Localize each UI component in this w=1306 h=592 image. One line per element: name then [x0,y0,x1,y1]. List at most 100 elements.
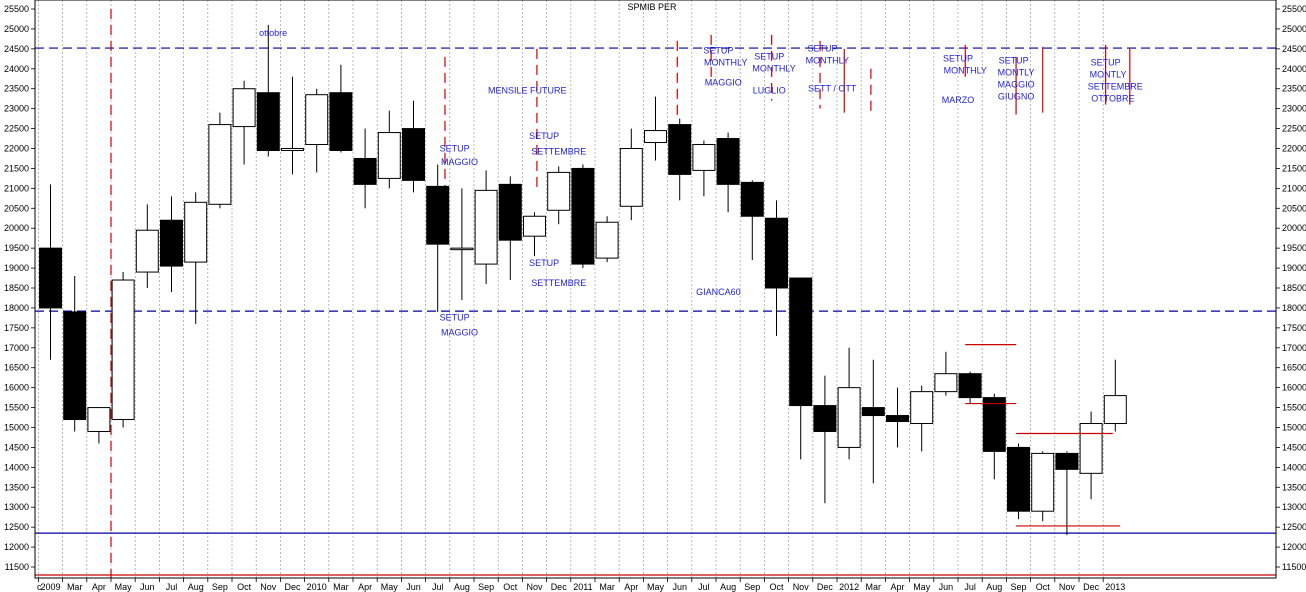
x-tick-label: Oct [769,582,784,592]
x-tick-label: May [115,582,133,592]
annotation-text: ottobre [259,28,287,38]
candle-body-up [208,124,232,205]
y-tick-label-left: 23000 [4,104,29,114]
annotation-text: MONTLY [1090,70,1127,80]
y-tick-label-left: 21000 [4,183,29,193]
candle-body-up [692,144,716,171]
x-tick-label: Jul [432,582,444,592]
annotation-text: SETT / OTT [808,84,857,94]
candle-body-up [87,407,111,432]
annotation-text: GIANCA60 [696,287,741,297]
candle-body-down [668,124,692,175]
candle-body-down [353,157,377,185]
x-tick-label: Dec [284,582,301,592]
candle-body-down [716,138,740,185]
y-tick-label-right: 12500 [1282,522,1306,532]
y-tick-label-left: 12500 [4,522,29,532]
x-tick-label: May [647,582,665,592]
y-tick-label-right: 16000 [1282,383,1306,393]
x-tick-label: Oct [503,582,518,592]
candle-body-up [281,148,304,151]
candle-body-down [256,92,280,151]
y-tick-label-right: 15500 [1282,403,1306,413]
candle-body-down [813,405,837,432]
candle-body-down [1055,452,1079,470]
annotation-text: SETUP [703,46,733,56]
y-tick-label-left: 16500 [4,363,29,373]
x-tick-label: Jul [698,582,710,592]
x-tick-label: May [913,582,931,592]
candle-body-down [160,219,183,267]
y-tick-label-left: 17500 [4,323,29,333]
annotation-text: MENSILE FUTURE [488,85,567,95]
y-tick-label-left: 18500 [4,283,29,293]
candle-body-up [184,201,208,263]
x-tick-label: Apr [358,582,372,592]
x-tick-label: Apr [624,582,638,592]
candle-body-up [377,132,401,179]
x-tick-label: Sep [744,582,760,592]
x-tick-label: Mar [333,582,349,592]
x-tick-label: Sep [478,582,494,592]
candle-body-up [232,88,256,128]
candle-body-down [402,128,425,181]
y-tick-label-left: 22500 [4,124,29,134]
x-tick-label: Aug [188,582,204,592]
annotation-text: OTTOBRE [1091,93,1134,103]
x-tick-label: Aug [986,582,1002,592]
y-tick-label-right: 21000 [1282,183,1306,193]
candle-body-up [595,221,619,259]
y-tick-label-right: 14500 [1282,442,1306,452]
candle-body-down [426,185,450,245]
annotation-text: SETUP [440,144,470,154]
y-tick-label-right: 16500 [1282,363,1306,373]
y-tick-label-right: 23000 [1282,104,1306,114]
y-tick-label-right: 24500 [1282,44,1306,54]
annotations: ottobre SETUP MAGGIO MENSILE FUTURE SETUP SET… [259,28,1143,337]
x-tick-label: Jun [406,582,421,592]
y-tick-label-right: 18500 [1282,283,1306,293]
x-tick-label: Aug [720,582,736,592]
candle-body-up [619,148,643,207]
candle-body-down [39,247,62,309]
x-tick-label: Nov [793,582,810,592]
y-tick-label-right: 25000 [1282,24,1306,34]
y-tick-label-left: 25000 [4,24,29,34]
candle-body-down [861,407,885,417]
y-tick-label-right: 18000 [1282,303,1306,313]
candle-body-up [644,130,667,144]
x-tick-label: Apr [92,582,106,592]
annotation-text: MONTHLY [944,66,987,76]
y-tick-label-right: 13000 [1282,502,1306,512]
candle-body-up [910,391,934,425]
y-tick-label-right: 20500 [1282,203,1306,213]
annotation-text: MAGGIO [705,78,742,88]
x-tick-label: Nov [1059,582,1076,592]
annotation-text: SETTEMBRE [531,278,586,288]
y-tick-label-left: 13000 [4,502,29,512]
annotation-text: SETUP [529,258,559,268]
x-tick-label: Sep [1010,582,1026,592]
y-tick-label-right: 15000 [1282,423,1306,433]
candle-body-down [982,397,1006,452]
x-tick-label: Mar [67,582,83,592]
x-tick-label: 2011 [573,582,592,592]
y-tick-label-right: 25500 [1282,4,1306,14]
y-tick-label-left: 24500 [4,44,29,54]
candles [39,24,1127,536]
annotation-text: SETUP [529,131,559,141]
x-tick-label: Mar [599,582,615,592]
annotation-text: MAGGIO [998,80,1035,90]
y-tick-label-left: 13500 [4,482,29,492]
annotation-text: GIUGNO [998,91,1035,101]
x-tick-label: Sep [212,582,228,592]
y-tick-label-left: 15500 [4,403,29,413]
candle-body-down [789,277,813,407]
annotation-text: MONTLY [998,68,1035,78]
y-tick-label-right: 24000 [1282,64,1306,74]
annotation-text: SETTEMBRE [1088,82,1143,92]
setup-markers [110,9,1131,578]
y-tick-label-left: 25500 [4,4,29,14]
annotation-text: SETUP [754,52,784,62]
